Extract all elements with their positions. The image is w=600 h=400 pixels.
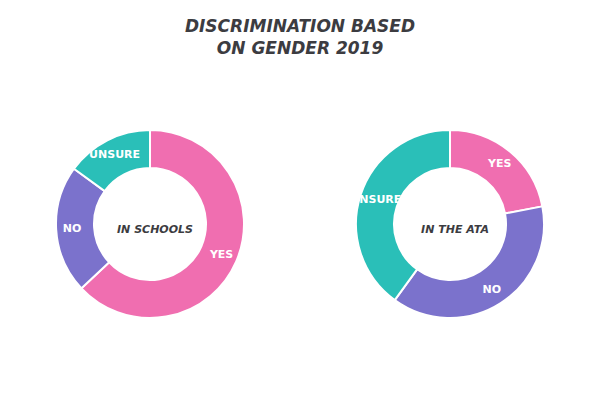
svg-text:YES: YES [487, 157, 511, 170]
svg-text:IN SCHOOLS: IN SCHOOLS [117, 223, 193, 236]
svg-text:YES: YES [209, 248, 233, 261]
svg-text:IN THE ATA: IN THE ATA [421, 223, 489, 236]
svg-text:UNSURE: UNSURE [89, 148, 140, 161]
svg-text:NO: NO [483, 283, 502, 296]
svg-text:ON GENDER 2019: ON GENDER 2019 [217, 38, 384, 58]
svg-text:DISCRIMINATION BASED: DISCRIMINATION BASED [185, 16, 415, 36]
svg-text:UNSURE: UNSURE [350, 193, 401, 206]
svg-text:NO: NO [63, 222, 82, 235]
